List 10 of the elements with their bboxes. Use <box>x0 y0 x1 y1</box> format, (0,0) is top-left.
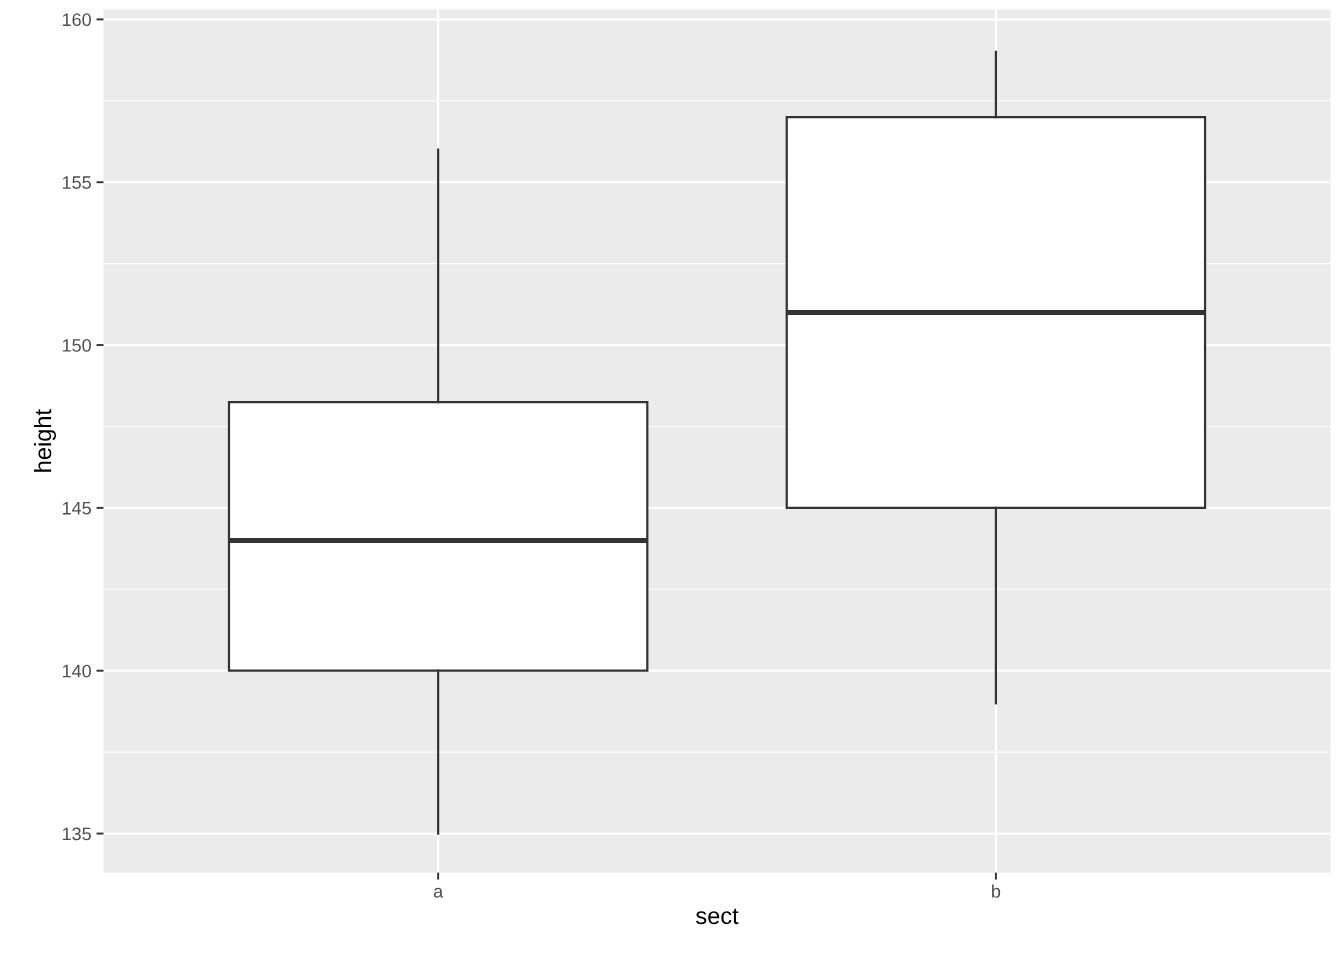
x-axis-title: sect <box>696 908 739 925</box>
y-tick-label: 140 <box>62 664 91 678</box>
y-tick-label: 150 <box>62 338 91 352</box>
y-tick-label: 135 <box>62 827 91 841</box>
x-tick-label: a <box>433 887 444 898</box>
y-tick-label: 145 <box>62 502 91 515</box>
y-tick-label: 160 <box>62 13 91 27</box>
y-axis-title: height <box>34 409 57 472</box>
y-tick-label: 155 <box>62 176 91 189</box>
x-tick-label: b <box>992 884 1001 898</box>
